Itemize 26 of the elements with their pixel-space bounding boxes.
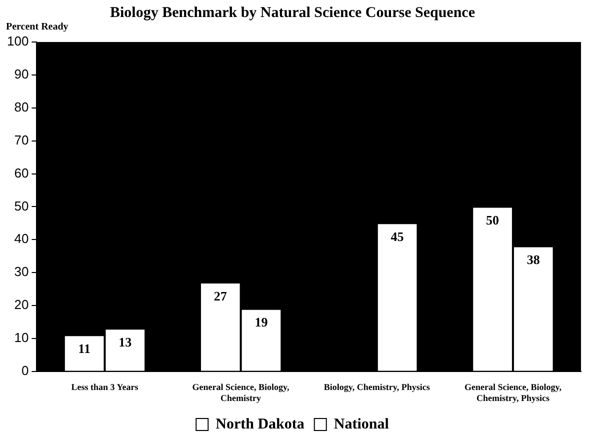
y-tick-label: 90 [14,66,29,82]
y-tick-label: 80 [14,99,29,114]
y-tick-label: 60 [14,165,29,180]
y-tick-label: 100 [6,34,29,49]
y-tick-label: 0 [21,362,29,378]
x-tick-label: Less than 3 Years [71,382,139,392]
x-tick-label: Biology, Chemistry, Physics [324,382,430,392]
data-label: 19 [254,314,268,330]
y-tick-label: 40 [14,231,29,246]
y-tick-label: 30 [14,264,29,280]
data-label: 50 [486,212,500,228]
y-axis-title: Percent Ready [6,22,68,33]
x-tick-label: General Science, Biology, Chemistry, Physics [464,382,562,403]
legend-label: National [334,416,389,432]
legend-label: North Dakota [216,416,305,432]
x-tick-label: General Science, Biology, Chemistry [192,382,290,403]
y-tick-label: 20 [14,297,29,312]
data-label: 13 [118,334,132,350]
chart-title: Biology Benchmark by Natural Science Course Sequence [110,4,476,21]
data-label: 45 [390,229,404,244]
data-label: 27 [214,288,228,304]
y-tick-label: 70 [14,132,29,148]
data-label: 11 [78,341,90,356]
y-tick-label: 50 [14,198,29,214]
y-tick-label: 10 [14,330,29,346]
data-label: 38 [526,252,540,268]
